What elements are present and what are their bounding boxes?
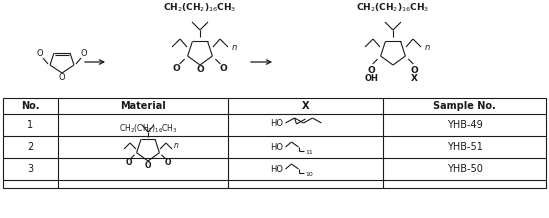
Text: 1: 1	[27, 120, 33, 130]
Text: 3: 3	[27, 164, 33, 174]
Text: YHB-49: YHB-49	[447, 120, 483, 130]
Text: O: O	[196, 65, 204, 75]
Text: O: O	[59, 73, 65, 82]
Text: O: O	[173, 63, 181, 73]
Text: HO: HO	[271, 165, 283, 174]
Text: 11: 11	[305, 150, 313, 155]
Text: X: X	[302, 101, 309, 111]
Text: 10: 10	[305, 172, 313, 177]
Text: CH$_2$(CH$_2$)$_{16}$CH$_3$: CH$_2$(CH$_2$)$_{16}$CH$_3$	[356, 2, 430, 14]
Text: CH$_2$(CH$_2$)$_{16}$CH$_3$: CH$_2$(CH$_2$)$_{16}$CH$_3$	[119, 123, 177, 135]
Text: CH$_2$(CH$_2$)$_{16}$CH$_3$: CH$_2$(CH$_2$)$_{16}$CH$_3$	[164, 2, 237, 14]
Text: X: X	[411, 73, 418, 83]
Text: Sample No.: Sample No.	[433, 101, 496, 111]
Text: OH: OH	[365, 73, 379, 83]
Text: No.: No.	[21, 101, 40, 111]
Text: O: O	[145, 162, 152, 170]
Text: n: n	[174, 141, 179, 150]
Text: O: O	[411, 66, 418, 75]
Text: O: O	[81, 49, 87, 58]
Text: O: O	[220, 63, 227, 73]
Bar	[3, 98, 546, 188]
Text: O: O	[164, 158, 171, 167]
Text: YHB-51: YHB-51	[446, 142, 483, 152]
Text: YHB-50: YHB-50	[446, 164, 483, 174]
Text: HO: HO	[271, 119, 283, 128]
Text: HO: HO	[271, 143, 283, 152]
Text: Material: Material	[120, 101, 166, 111]
Text: O: O	[125, 158, 132, 167]
Text: O: O	[37, 49, 43, 58]
Text: 2: 2	[27, 142, 33, 152]
Text: O: O	[368, 66, 376, 75]
Text: n: n	[425, 43, 430, 51]
Text: n: n	[232, 43, 237, 51]
